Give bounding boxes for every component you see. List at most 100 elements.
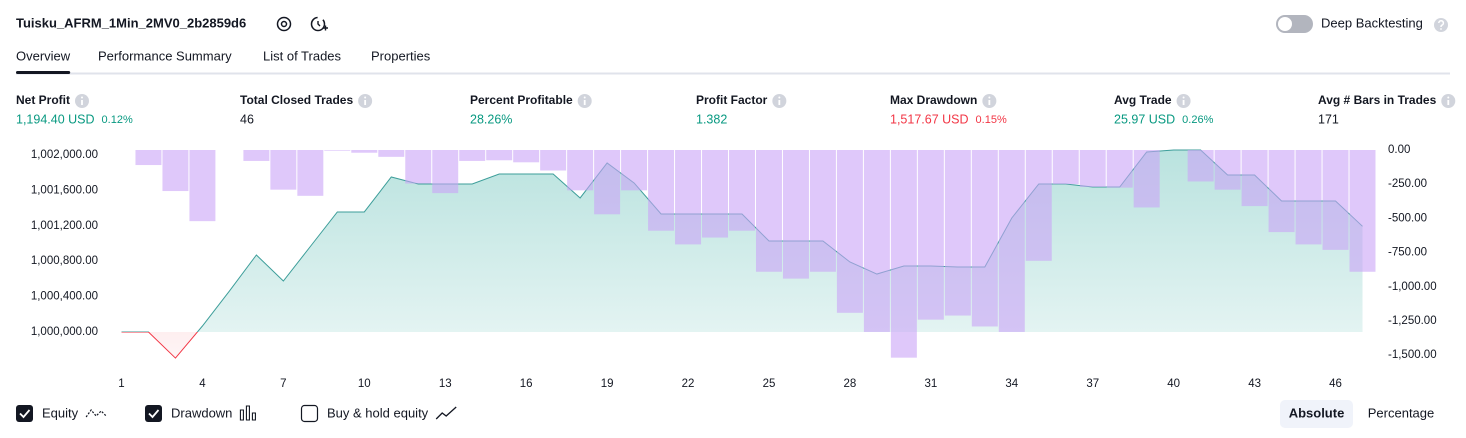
- tab[interactable]: Overview: [16, 48, 71, 63]
- drawdown-bar: [1079, 150, 1106, 187]
- drawdown-bar: [836, 150, 863, 313]
- info-dot: [81, 96, 83, 99]
- drawdown-bar: [1295, 150, 1322, 245]
- x-tick-label: 43: [1248, 378, 1261, 390]
- info-icon[interactable]: [577, 94, 592, 108]
- drawdown-bar: [243, 150, 270, 161]
- drawdown-bar: [405, 150, 432, 184]
- legend-label: Equity: [42, 405, 79, 420]
- tab[interactable]: Properties: [371, 48, 431, 63]
- drawdown-bar: [540, 150, 567, 171]
- info-icon[interactable]: [1176, 94, 1191, 108]
- drawdown-bar: [917, 150, 944, 320]
- mode-button[interactable]: Absolute: [1289, 405, 1345, 420]
- settings-icon[interactable]: [276, 16, 292, 32]
- info-icon[interactable]: [982, 94, 997, 108]
- drawdown-bar: [702, 150, 729, 238]
- info-icon[interactable]: [1441, 94, 1456, 108]
- metric-label: Net Profit: [16, 93, 70, 107]
- x-tick-label: 46: [1329, 378, 1342, 390]
- info-dot: [1447, 96, 1450, 99]
- drawdown-bar: [1106, 150, 1133, 188]
- checkbox[interactable]: [300, 404, 319, 423]
- drawdown-bar: [890, 150, 917, 358]
- info-dot: [583, 96, 586, 99]
- y2-tick-label: -500.00: [1388, 212, 1427, 224]
- metric-percent: 0.12%: [102, 114, 133, 126]
- x-tick-label: 1: [118, 378, 124, 390]
- x-tick-label: 4: [199, 378, 206, 390]
- drawdown-bar: [675, 150, 702, 245]
- info-stem: [988, 100, 991, 105]
- replay-icon[interactable]: [310, 16, 329, 32]
- mode-button-bg[interactable]: [1280, 400, 1353, 428]
- drawdown-bar: [162, 150, 189, 192]
- metric-label: Total Closed Trades: [240, 93, 353, 107]
- x-tick-label: 7: [280, 378, 286, 390]
- metric-value: 25.97 USD: [1114, 112, 1175, 126]
- info-dot: [364, 96, 367, 99]
- metric-percent: 0.26%: [1182, 114, 1213, 126]
- tab[interactable]: Performance Summary: [98, 48, 232, 63]
- drawdown-bar: [459, 150, 486, 161]
- drawdown-bar: [513, 150, 540, 163]
- metric-label: Percent Profitable: [470, 93, 573, 107]
- drawdown-legend-icon: [239, 405, 256, 421]
- metric-value: 1,517.67 USD: [890, 112, 969, 126]
- y-tick-label: 1,002,000.00: [31, 149, 98, 161]
- metric-value: 171: [1318, 112, 1339, 126]
- info-dot: [778, 96, 781, 99]
- checkbox[interactable]: [145, 405, 162, 422]
- x-tick-label: 25: [763, 378, 776, 390]
- x-tick-label: 13: [439, 378, 452, 390]
- legend-label: Buy & hold equity: [327, 405, 429, 420]
- checkmark: [148, 409, 160, 419]
- x-tick-label: 37: [1086, 378, 1099, 390]
- drawdown-bar: [971, 150, 998, 327]
- drawdown-bar: [324, 150, 351, 151]
- toggle-label: Deep Backtesting: [1321, 15, 1423, 30]
- drawdown-bar: [432, 150, 459, 194]
- mode-button[interactable]: Percentage: [1368, 405, 1435, 420]
- info-stem: [778, 100, 781, 105]
- info-stem: [81, 100, 83, 105]
- x-tick-label: 16: [520, 378, 533, 390]
- y2-tick-label: 0.00: [1388, 144, 1410, 156]
- drawdown-bar: [621, 150, 648, 191]
- drawdown-bar: [1025, 150, 1052, 261]
- x-tick-label: 34: [1005, 378, 1018, 390]
- metric-value: 1,194.40 USD: [16, 112, 95, 126]
- drawdown-bar: [1268, 150, 1295, 233]
- drawdown-bar: [378, 150, 405, 157]
- drawdown-bar: [351, 150, 378, 153]
- deep-backtesting-toggle[interactable]: [1276, 15, 1313, 33]
- info-stem: [364, 100, 367, 105]
- y2-tick-label: -1,500.00: [1388, 349, 1437, 361]
- info-icon[interactable]: [772, 94, 787, 108]
- active-tab-underline: [16, 71, 71, 74]
- drawdown-bar: [1052, 150, 1079, 185]
- info-dot: [988, 96, 991, 99]
- help-icon[interactable]: [1434, 18, 1448, 32]
- checkmark: [19, 409, 31, 419]
- metric-value: 1.382: [696, 112, 727, 126]
- tab[interactable]: List of Trades: [263, 48, 342, 63]
- drawdown-bar: [1241, 150, 1268, 207]
- drawdown-bar: [486, 150, 513, 161]
- metric-label: Avg # Bars in Trades: [1318, 93, 1437, 107]
- drawdown-bar: [1349, 150, 1376, 272]
- info-icon[interactable]: [358, 94, 373, 108]
- drawdown-bar: [1133, 150, 1160, 208]
- info-stem: [1182, 100, 1185, 105]
- checkbox[interactable]: [16, 405, 33, 422]
- x-tick-label: 40: [1167, 378, 1180, 390]
- y2-tick-label: -1,250.00: [1388, 315, 1437, 327]
- drawdown-bar: [863, 150, 890, 332]
- drawdown-bar: [594, 150, 621, 215]
- info-stem: [583, 100, 586, 105]
- drawdown-bar: [135, 150, 162, 166]
- drawdown-bar: [729, 150, 755, 231]
- info-icon[interactable]: [75, 94, 89, 108]
- y-tick-label: 1,000,800.00: [31, 255, 98, 267]
